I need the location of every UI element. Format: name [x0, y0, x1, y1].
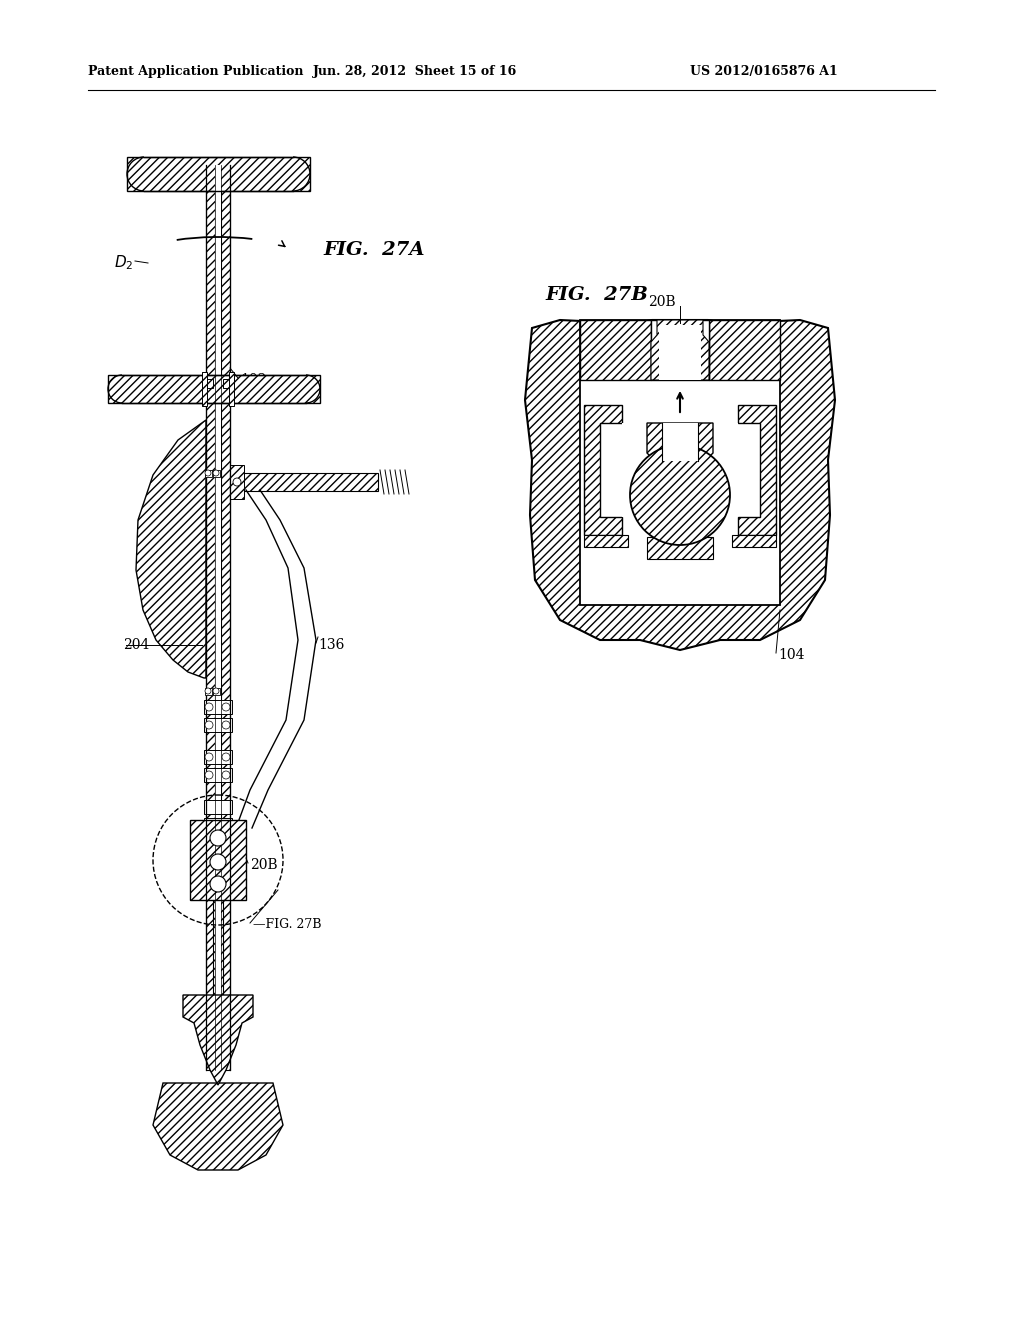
- Ellipse shape: [108, 375, 136, 403]
- Circle shape: [205, 704, 213, 711]
- Polygon shape: [153, 1082, 283, 1170]
- Text: Jun. 28, 2012  Sheet 15 of 16: Jun. 28, 2012 Sheet 15 of 16: [313, 66, 517, 78]
- Text: US 2012/0165876 A1: US 2012/0165876 A1: [690, 66, 838, 78]
- Bar: [144, 157, 293, 191]
- Circle shape: [222, 752, 230, 762]
- Ellipse shape: [127, 157, 161, 191]
- Circle shape: [213, 688, 219, 694]
- Bar: [230, 465, 244, 499]
- Circle shape: [205, 688, 211, 694]
- Circle shape: [222, 771, 230, 779]
- Circle shape: [210, 876, 226, 892]
- Polygon shape: [647, 537, 713, 558]
- Bar: [213, 900, 223, 995]
- Bar: [651, 319, 709, 380]
- Text: FIG.  27A: FIG. 27A: [323, 242, 425, 259]
- Bar: [659, 325, 701, 380]
- Circle shape: [210, 830, 226, 846]
- Circle shape: [205, 470, 211, 477]
- Text: 136: 136: [318, 638, 344, 652]
- Bar: [205, 470, 212, 477]
- Bar: [580, 319, 651, 380]
- Circle shape: [630, 445, 730, 545]
- Polygon shape: [190, 820, 246, 900]
- Text: 20B: 20B: [648, 294, 676, 309]
- Text: Patent Application Publication: Patent Application Publication: [88, 66, 303, 78]
- Bar: [206, 165, 215, 1071]
- Text: $D_2$: $D_2$: [114, 253, 133, 272]
- Circle shape: [233, 478, 241, 486]
- Polygon shape: [647, 422, 713, 461]
- Bar: [229, 372, 234, 407]
- Polygon shape: [525, 319, 835, 649]
- Ellipse shape: [276, 157, 310, 191]
- Polygon shape: [236, 789, 268, 828]
- Circle shape: [205, 752, 213, 762]
- Bar: [204, 379, 213, 388]
- Ellipse shape: [292, 375, 319, 403]
- Polygon shape: [651, 319, 709, 380]
- Bar: [221, 165, 230, 1071]
- Circle shape: [222, 721, 230, 729]
- Polygon shape: [288, 568, 316, 640]
- Circle shape: [205, 721, 213, 729]
- Text: 102: 102: [240, 374, 266, 387]
- Bar: [202, 372, 207, 407]
- Text: FIG.  27B: FIG. 27B: [545, 286, 648, 304]
- Bar: [223, 379, 232, 388]
- Polygon shape: [136, 420, 206, 678]
- Text: 104: 104: [778, 648, 805, 663]
- Bar: [662, 422, 698, 461]
- Polygon shape: [246, 490, 280, 520]
- Bar: [213, 470, 220, 477]
- Bar: [108, 375, 319, 403]
- Bar: [204, 700, 232, 714]
- Polygon shape: [183, 995, 253, 1085]
- Text: 20B: 20B: [250, 858, 278, 873]
- Bar: [213, 688, 220, 696]
- Bar: [622, 422, 738, 517]
- Text: —FIG. 27B: —FIG. 27B: [253, 919, 322, 932]
- Bar: [709, 319, 780, 380]
- Polygon shape: [732, 535, 776, 546]
- Bar: [215, 165, 221, 1071]
- Polygon shape: [266, 520, 304, 568]
- Bar: [127, 157, 310, 191]
- Bar: [204, 750, 232, 764]
- Circle shape: [222, 704, 230, 711]
- Bar: [122, 375, 306, 403]
- Bar: [204, 800, 232, 814]
- Polygon shape: [584, 405, 622, 535]
- Polygon shape: [250, 719, 304, 789]
- Polygon shape: [230, 473, 378, 491]
- Bar: [205, 688, 212, 696]
- Bar: [580, 319, 780, 605]
- Bar: [204, 768, 232, 781]
- Circle shape: [210, 854, 226, 870]
- Polygon shape: [584, 535, 628, 546]
- Bar: [204, 818, 232, 832]
- Polygon shape: [738, 405, 776, 535]
- Polygon shape: [286, 640, 316, 719]
- Bar: [204, 718, 232, 733]
- Text: 204: 204: [123, 638, 150, 652]
- Circle shape: [205, 771, 213, 779]
- Circle shape: [213, 470, 219, 477]
